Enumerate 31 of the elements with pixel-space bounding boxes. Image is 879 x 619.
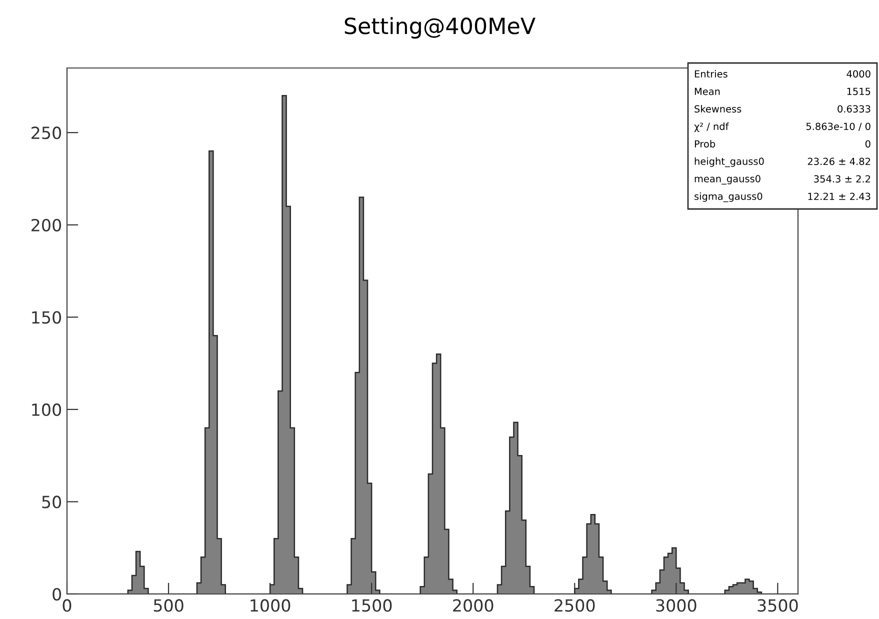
y-tick-label: 50 bbox=[42, 496, 62, 508]
annotation: χ² / ndf bbox=[694, 122, 729, 132]
text: 1515 bbox=[847, 88, 870, 96]
annotation: Entries bbox=[694, 70, 728, 78]
text: 12.21 ± 2.43 bbox=[808, 192, 870, 200]
text: 0.6333 bbox=[838, 105, 870, 113]
text: 23.26 ± 4.82 bbox=[808, 158, 870, 166]
x-tick-label: 3000 bbox=[656, 599, 696, 612]
y-tick-label: 200 bbox=[32, 218, 62, 232]
annotation: height_gauss0 bbox=[694, 157, 764, 168]
x-tick-label: 3500 bbox=[758, 599, 798, 612]
chart-title: Setting@400MeV bbox=[344, 17, 536, 39]
y-tick-label: 150 bbox=[32, 311, 62, 324]
x-tick-label: 1500 bbox=[352, 599, 392, 612]
annotation: Prob bbox=[694, 140, 716, 148]
y-tick-label: 250 bbox=[32, 126, 62, 140]
annotation: sigma_gauss0 bbox=[694, 192, 762, 202]
y-tick-label: 0 bbox=[52, 588, 62, 601]
y-tick-label: 100 bbox=[32, 403, 62, 416]
x-tick-label: 2000 bbox=[453, 599, 494, 612]
x-tick-label: 2500 bbox=[554, 599, 595, 612]
text: 0 bbox=[865, 140, 870, 148]
annotation: mean_gauss0 bbox=[694, 174, 760, 185]
x-tick-label: 0 bbox=[62, 599, 72, 612]
text: 4000 bbox=[846, 70, 870, 78]
x-tick-label: 500 bbox=[154, 599, 184, 612]
annotation: Mean bbox=[694, 88, 720, 96]
text: 354.3 ± 2.2 bbox=[814, 175, 870, 183]
annotation: Skewness bbox=[694, 105, 742, 113]
x-tick-label: 1000 bbox=[250, 599, 290, 612]
text: 5.863e-10 / 0 bbox=[806, 122, 870, 131]
